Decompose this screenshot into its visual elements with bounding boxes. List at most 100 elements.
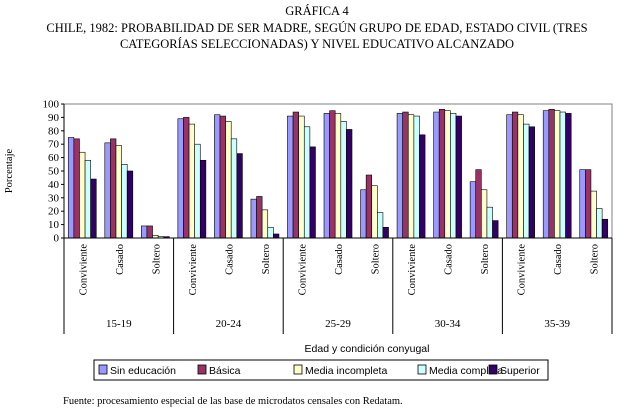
x-group-label: 15-19 [106,318,132,330]
bar [365,174,373,239]
bar [183,117,190,239]
legend-swatch [488,364,498,375]
x-subcategory-label: Casado [334,244,345,275]
bar [438,109,446,239]
bar [450,113,457,239]
bar [250,198,257,239]
x-subcategory-label: Soltero [480,244,491,274]
bar [79,151,86,239]
bar [188,123,195,239]
bar [565,113,572,239]
bar [267,226,274,239]
x-subcategory-label: Casado [553,244,564,275]
bar [340,121,347,239]
bar [115,145,122,239]
bar [329,110,336,239]
legend-swatch [417,364,427,375]
bar [104,142,111,239]
bar [334,113,342,239]
x-subcategory-label: Soltero [151,244,162,274]
y-tick-label: 30 [48,192,60,204]
bar [475,169,482,239]
bar [287,115,294,239]
x-subcategory-label: Conviviente [517,244,528,296]
bar [67,137,75,239]
bar [346,129,353,239]
bar [523,123,530,239]
x-subcategory-label: Soltero [261,244,272,274]
bar [219,115,226,239]
bar [407,114,415,239]
bar [396,113,403,239]
bar [433,111,440,239]
y-tick-label: 80 [48,125,60,137]
bar [585,169,592,239]
legend-swatch [197,364,207,375]
bar [273,233,280,239]
bar [413,115,420,239]
bar [469,181,477,239]
bar [177,118,184,239]
bar [214,114,221,239]
chart-title: CHILE, 1982: PROBABILIDAD DE SER MADRE, … [0,20,634,52]
bar [542,110,550,239]
x-subcategory-label: Conviviente [297,244,308,296]
y-tick-label: 20 [48,206,60,218]
bar [402,111,409,239]
legend-label: Básica [209,365,241,377]
bar [84,159,91,239]
legend-box [93,359,549,381]
y-tick-label: 0 [54,233,60,245]
bar [230,138,238,239]
x-group-label: 30-34 [435,318,461,330]
bar [146,225,153,239]
y-tick-label: 100 [43,99,60,111]
bar [298,115,305,239]
x-group-label: 25-29 [325,318,351,330]
chart-title-line2: CATEGORÍAS SELECCIONADAS) Y NIVEL EDUCAT… [119,37,515,51]
legend-label: Superior [500,365,540,377]
x-subcategory-label: Conviviente [188,244,199,296]
legend-label: Media incompleta [305,365,387,377]
bar [517,114,524,239]
bar [596,208,603,239]
bar [194,143,201,239]
bar [292,111,299,239]
bar [444,110,451,239]
legend-swatch [98,364,108,375]
bar [548,109,555,239]
x-subcategory-label: Casado [444,244,455,275]
x-group-label: 35-39 [544,318,570,330]
bar [126,170,134,239]
bar [309,146,316,239]
bar [110,138,117,239]
y-tick-label: 60 [48,152,60,164]
bar [528,126,535,239]
figure-label: GRÁFICA 4 [285,4,349,18]
y-tick-label: 10 [48,219,60,231]
bar [601,218,609,239]
x-subcategory-label: Conviviente [407,244,418,296]
bar [590,190,597,239]
x-subcategory-label: Casado [224,244,235,275]
bar [371,185,378,239]
chart-title-line1: CHILE, 1982: PROBABILIDAD DE SER MADRE, … [46,21,588,35]
bar [236,153,243,239]
bar [141,225,148,239]
bar [579,169,586,239]
source-note: Fuente: procesamiento especial de las ba… [63,396,403,407]
legend-label: Sin educación [110,365,176,377]
y-tick-label: 40 [48,179,60,191]
bar [492,220,499,239]
bar [261,209,269,239]
y-tick-label: 50 [48,166,60,178]
x-axis-label: Edad y condición conyugal [305,343,430,355]
bar [554,110,561,239]
bar [360,189,367,239]
y-axis-label: Porcentaje [4,149,15,194]
x-group-label: 20-24 [216,318,242,330]
bar [303,126,311,239]
y-tick-label: 70 [48,139,60,151]
x-subcategory-label: Conviviente [78,244,89,296]
